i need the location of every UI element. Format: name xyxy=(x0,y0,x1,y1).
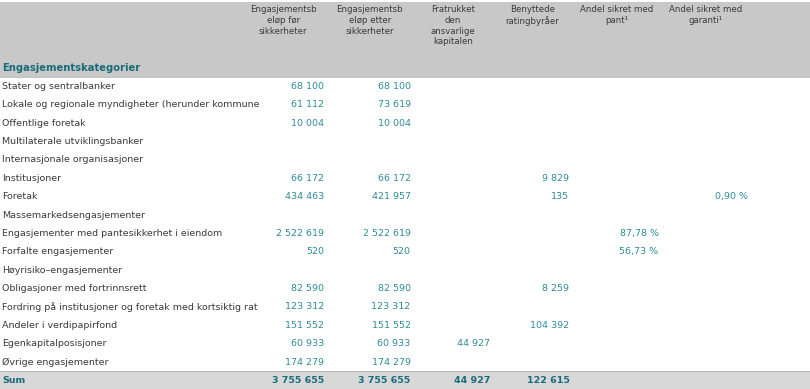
Text: 60 933: 60 933 xyxy=(377,339,411,348)
Text: 2 522 619: 2 522 619 xyxy=(276,229,324,238)
Text: 60 933: 60 933 xyxy=(291,339,324,348)
Text: 44 927: 44 927 xyxy=(454,376,490,385)
Text: Engasjementskategorier: Engasjementskategorier xyxy=(2,63,141,73)
Text: 2 522 619: 2 522 619 xyxy=(363,229,411,238)
Text: 66 172: 66 172 xyxy=(291,174,324,183)
Text: Obligasjoner med fortrinnsrett: Obligasjoner med fortrinnsrett xyxy=(2,284,147,293)
Text: Offentlige foretak: Offentlige foretak xyxy=(2,119,86,128)
Text: 8 259: 8 259 xyxy=(543,284,569,293)
Text: 174 279: 174 279 xyxy=(285,358,324,367)
Text: Engasjementsb
eløp etter
sikkerheter: Engasjementsb eløp etter sikkerheter xyxy=(336,5,403,35)
Text: 68 100: 68 100 xyxy=(377,82,411,91)
Text: 135: 135 xyxy=(552,192,569,201)
Text: Institusjoner: Institusjoner xyxy=(2,174,62,183)
Text: 3 755 655: 3 755 655 xyxy=(271,376,324,385)
Text: 66 172: 66 172 xyxy=(377,174,411,183)
Text: 87,78 %: 87,78 % xyxy=(620,229,659,238)
Text: Andeler i verdipapirfond: Andeler i verdipapirfond xyxy=(2,321,117,330)
Text: 56,73 %: 56,73 % xyxy=(620,247,659,256)
Text: 82 590: 82 590 xyxy=(377,284,411,293)
Text: 104 392: 104 392 xyxy=(531,321,569,330)
Text: 174 279: 174 279 xyxy=(372,358,411,367)
Text: Massemarkedsengasjementer: Massemarkedsengasjementer xyxy=(2,210,146,219)
Text: 10 004: 10 004 xyxy=(377,119,411,128)
Bar xyxy=(0,2,810,77)
Text: Internasjonale organisasjoner: Internasjonale organisasjoner xyxy=(2,155,143,164)
Text: 151 552: 151 552 xyxy=(285,321,324,330)
Text: Stater og sentralbanker: Stater og sentralbanker xyxy=(2,82,116,91)
Text: 123 312: 123 312 xyxy=(285,303,324,312)
Text: Fratrukket
den
ansvarlige
kapitalen: Fratrukket den ansvarlige kapitalen xyxy=(430,5,475,46)
Bar xyxy=(0,371,810,389)
Text: 10 004: 10 004 xyxy=(291,119,324,128)
Text: 68 100: 68 100 xyxy=(291,82,324,91)
Text: 123 312: 123 312 xyxy=(372,303,411,312)
Text: Benyttede
ratingbyråer: Benyttede ratingbyråer xyxy=(505,5,559,26)
Text: 73 619: 73 619 xyxy=(377,100,411,109)
Text: 151 552: 151 552 xyxy=(372,321,411,330)
Text: 421 957: 421 957 xyxy=(372,192,411,201)
Text: Multilaterale utviklingsbanker: Multilaterale utviklingsbanker xyxy=(2,137,143,146)
Text: Andel sikret med
pant¹: Andel sikret med pant¹ xyxy=(580,5,653,25)
Text: 82 590: 82 590 xyxy=(291,284,324,293)
Text: 3 755 655: 3 755 655 xyxy=(358,376,411,385)
Text: Lokale og regionale myndigheter (herunder kommune: Lokale og regionale myndigheter (herunde… xyxy=(2,100,260,109)
Text: 520: 520 xyxy=(393,247,411,256)
Text: 61 112: 61 112 xyxy=(291,100,324,109)
Text: Egenkapitalposisjoner: Egenkapitalposisjoner xyxy=(2,339,107,348)
Text: 520: 520 xyxy=(306,247,324,256)
Text: Foretak: Foretak xyxy=(2,192,38,201)
Text: Engasjementer med pantesikkerhet i eiendom: Engasjementer med pantesikkerhet i eiend… xyxy=(2,229,223,238)
Text: Øvrige engasjementer: Øvrige engasjementer xyxy=(2,357,109,367)
Text: Andel sikret med
garanti¹: Andel sikret med garanti¹ xyxy=(669,5,742,25)
Text: Fordring på institusjoner og foretak med kortsiktig rat: Fordring på institusjoner og foretak med… xyxy=(2,302,258,312)
Text: Engasjementsb
eløp før
sikkerheter: Engasjementsb eløp før sikkerheter xyxy=(249,5,317,35)
Text: 9 829: 9 829 xyxy=(543,174,569,183)
Text: 44 927: 44 927 xyxy=(457,339,490,348)
Text: Forfalte engasjementer: Forfalte engasjementer xyxy=(2,247,113,256)
Text: 0,90 %: 0,90 % xyxy=(714,192,748,201)
Text: 434 463: 434 463 xyxy=(285,192,324,201)
Text: 122 615: 122 615 xyxy=(526,376,569,385)
Text: Høyrisiko–engasjementer: Høyrisiko–engasjementer xyxy=(2,266,122,275)
Text: Sum: Sum xyxy=(2,376,26,385)
